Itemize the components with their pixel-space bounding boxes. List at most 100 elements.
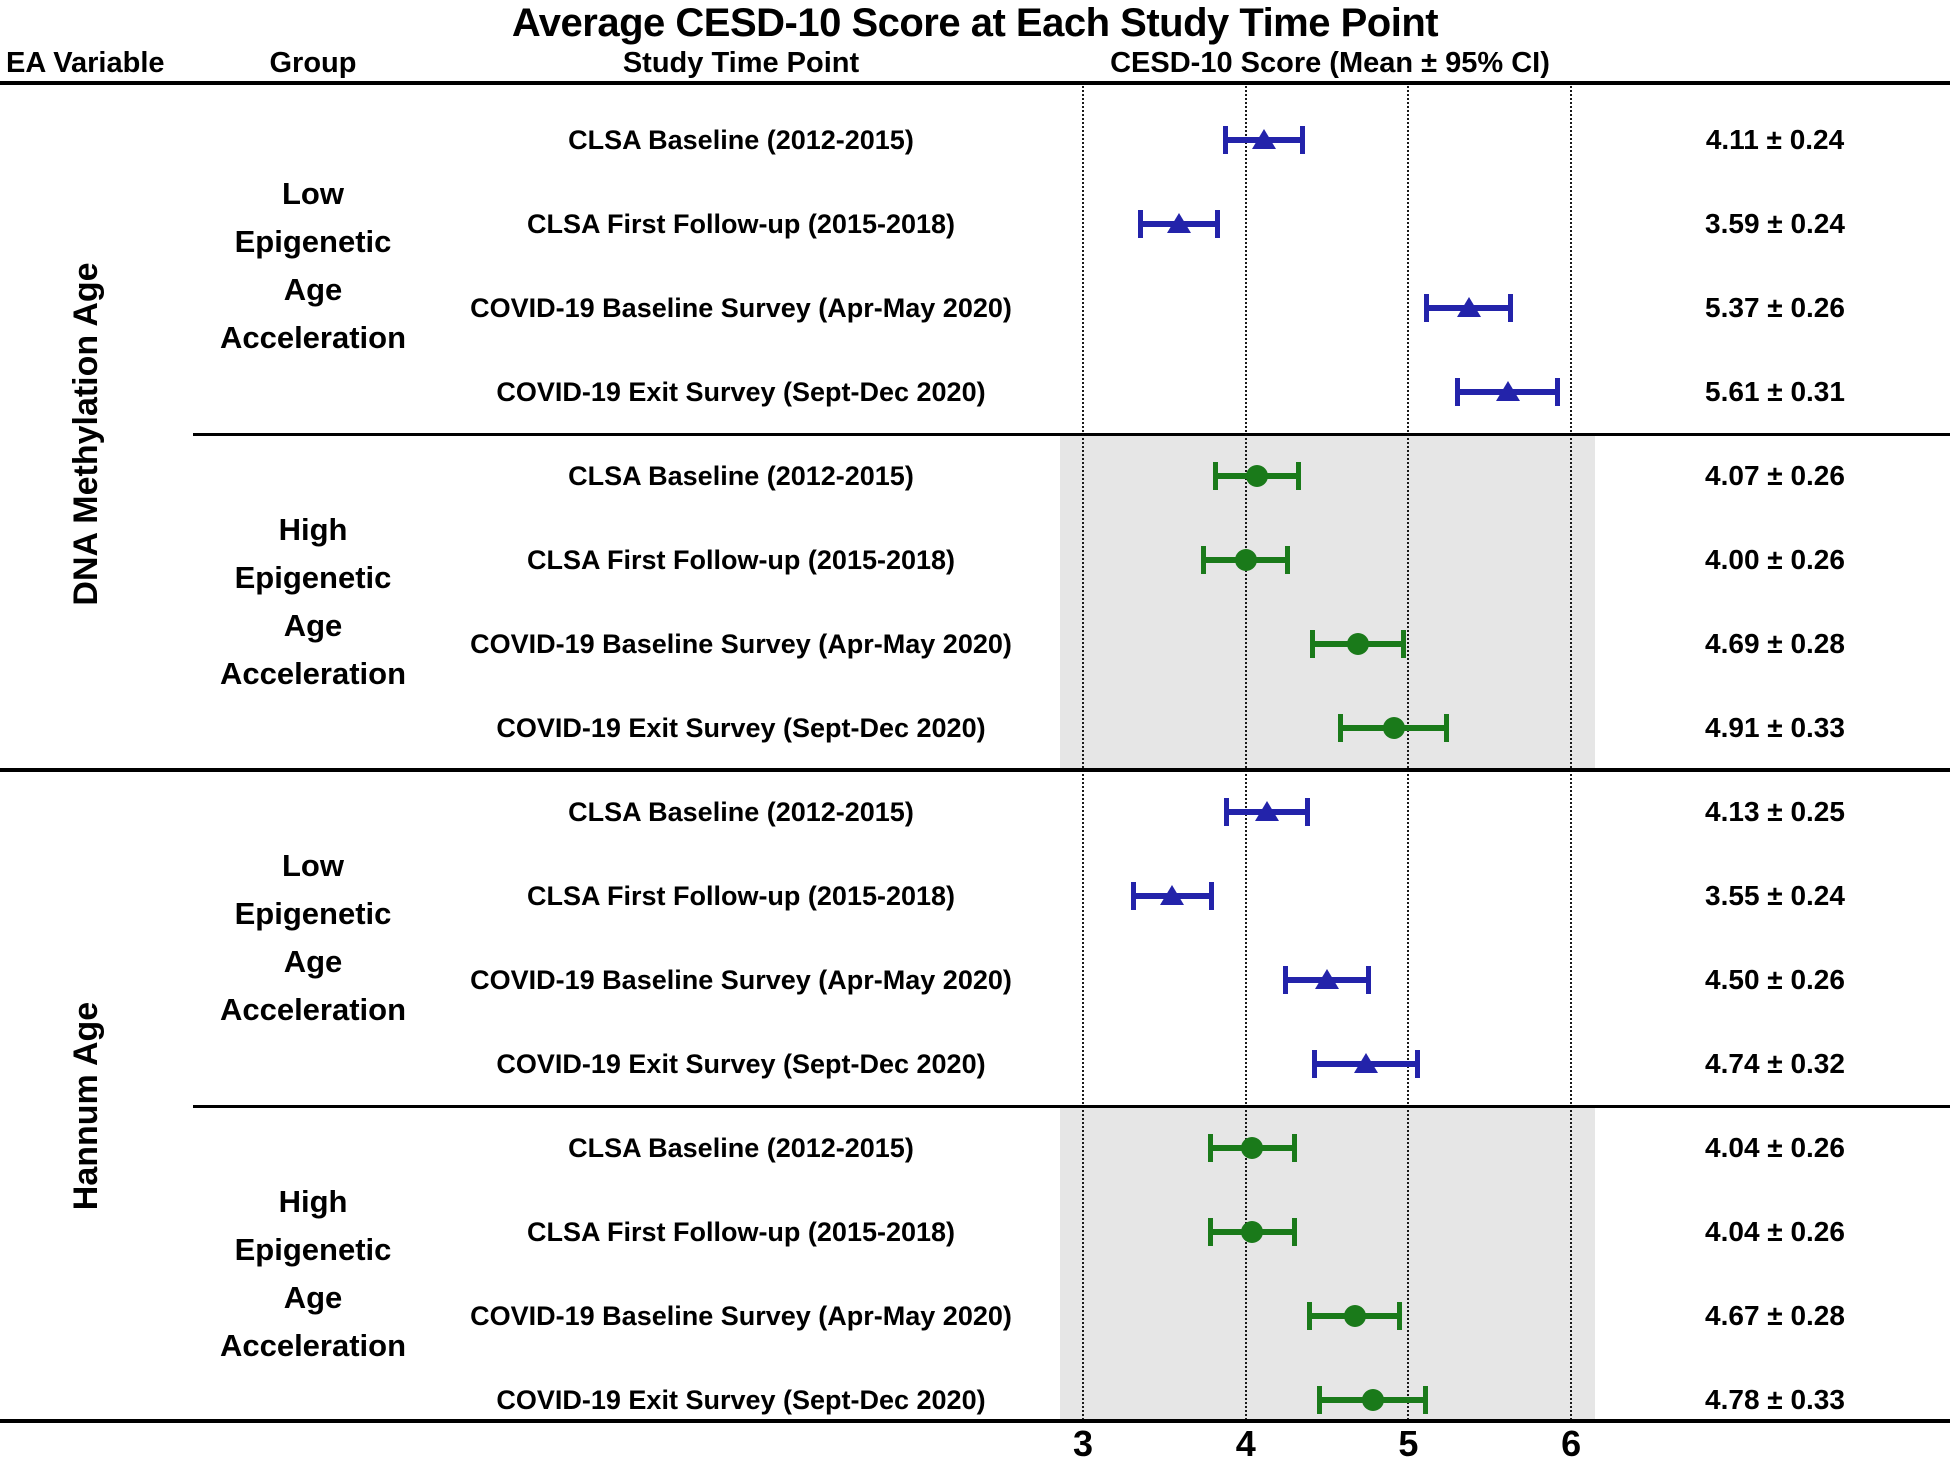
time-point-label: COVID-19 Exit Survey (Sept-Dec 2020): [496, 1385, 986, 1415]
time-point-label: CLSA Baseline (2012-2015): [568, 461, 914, 491]
ci-cap-right: [1366, 966, 1372, 994]
group-label-line: Age: [283, 1280, 343, 1315]
time-point-label: CLSA First Follow-up (2015-2018): [526, 1217, 956, 1247]
group-label-line: Acceleration: [219, 992, 407, 1027]
ci-cap-right: [1215, 210, 1221, 238]
figure-title: Average CESD-10 Score at Each Study Time…: [511, 1, 1439, 45]
time-point-label: CLSA Baseline (2012-2015): [568, 1133, 914, 1163]
group-label-line: Acceleration: [219, 1328, 407, 1363]
ci-cap-right: [1208, 882, 1214, 910]
mean-marker-triangle: [1456, 297, 1481, 317]
ci-cap-left: [1131, 882, 1137, 910]
mean-ci-value-label: 4.04 ± 0.26: [1705, 1132, 1845, 1163]
mean-marker-triangle: [1166, 213, 1191, 233]
mean-marker-circle: [1382, 717, 1405, 739]
mean-ci-value-label: 4.78 ± 0.33: [1705, 1384, 1845, 1415]
time-point-label: COVID-19 Baseline Survey (Apr-May 2020): [470, 629, 1012, 659]
mean-marker-circle: [1361, 1389, 1384, 1411]
ci-cap-left: [1312, 1050, 1318, 1078]
ci-cap-left: [1310, 630, 1316, 658]
group-separator-line: [193, 432, 1950, 436]
gridline: [1570, 86, 1573, 1420]
ci-cap-right: [1507, 294, 1513, 322]
group-label-line: High: [278, 1184, 348, 1219]
group-separator-line: [193, 1104, 1950, 1108]
ci-cap-left: [1222, 126, 1228, 154]
mean-marker-triangle: [1315, 969, 1340, 989]
mean-ci-value-label: 4.13 ± 0.25: [1705, 796, 1845, 827]
mean-marker-circle: [1234, 549, 1257, 571]
section-divider-line: [0, 768, 1950, 772]
shaded-band: [1060, 434, 1595, 769]
group-label-line: Acceleration: [219, 320, 407, 355]
group-label-line: Epigenetic: [234, 896, 392, 931]
ea-variable-label: DNA Methylation Age: [67, 262, 105, 606]
ci-cap-right: [1291, 1218, 1297, 1246]
group-label-line: Low: [282, 176, 344, 211]
mean-ci-value-label: 4.67 ± 0.28: [1705, 1300, 1845, 1331]
ci-cap-left: [1455, 378, 1461, 406]
group-label-line: Epigenetic: [234, 224, 392, 259]
mean-marker-triangle: [1160, 885, 1185, 905]
x-axis-tick-label: 4: [1235, 1423, 1256, 1463]
time-point-label: COVID-19 Baseline Survey (Apr-May 2020): [470, 293, 1012, 323]
group-label-line: Epigenetic: [234, 560, 392, 595]
x-axis-tick-label: 5: [1398, 1423, 1419, 1463]
ci-cap-left: [1137, 210, 1143, 238]
group-label-line: Epigenetic: [234, 1232, 392, 1267]
mean-ci-value-label: 3.59 ± 0.24: [1705, 208, 1845, 239]
group-label-line: Acceleration: [219, 656, 407, 691]
mean-ci-value-label: 4.69 ± 0.28: [1705, 628, 1845, 659]
ci-cap-right: [1304, 798, 1310, 826]
ci-cap-left: [1212, 462, 1218, 490]
ci-cap-left: [1207, 1218, 1213, 1246]
column-header-study-time-point: Study Time Point: [622, 47, 860, 79]
mean-marker-circle: [1343, 1305, 1366, 1327]
group-label-line: Low: [282, 848, 344, 883]
ci-cap-right: [1444, 714, 1450, 742]
ci-cap-left: [1424, 294, 1430, 322]
ci-cap-left: [1224, 798, 1230, 826]
time-point-label: CLSA First Follow-up (2015-2018): [526, 209, 956, 239]
column-header-group: Group: [269, 47, 357, 79]
header-underline: [0, 81, 1950, 85]
mean-marker-circle: [1346, 633, 1369, 655]
gridline: [1407, 86, 1410, 1420]
time-point-label: COVID-19 Exit Survey (Sept-Dec 2020): [496, 377, 986, 407]
bottom-axis-line: [0, 1419, 1950, 1423]
time-point-label: COVID-19 Exit Survey (Sept-Dec 2020): [496, 713, 986, 743]
time-point-label: COVID-19 Baseline Survey (Apr-May 2020): [470, 1301, 1012, 1331]
ci-cap-right: [1296, 462, 1302, 490]
mean-marker-circle: [1241, 1221, 1264, 1243]
ci-cap-right: [1397, 1302, 1403, 1330]
gridline: [1082, 86, 1084, 1420]
mean-ci-value-label: 3.55 ± 0.24: [1705, 880, 1845, 911]
x-axis-tick-label: 3: [1072, 1423, 1094, 1463]
ci-cap-right: [1423, 1386, 1429, 1414]
mean-marker-triangle: [1251, 129, 1276, 149]
time-point-label: CLSA Baseline (2012-2015): [568, 797, 914, 827]
time-point-label: CLSA First Follow-up (2015-2018): [526, 545, 956, 575]
ci-cap-left: [1338, 714, 1344, 742]
mean-marker-circle: [1241, 1137, 1264, 1159]
mean-marker-triangle: [1354, 1053, 1379, 1073]
ci-cap-right: [1400, 630, 1406, 658]
group-label-line: Age: [283, 608, 343, 643]
ci-cap-left: [1201, 546, 1207, 574]
x-axis-tick-label: 6: [1561, 1423, 1582, 1463]
shaded-band: [1060, 1106, 1595, 1420]
ci-cap-left: [1207, 1134, 1213, 1162]
mean-ci-value-label: 4.50 ± 0.26: [1705, 964, 1845, 995]
mean-marker-triangle: [1495, 381, 1520, 401]
ci-cap-right: [1555, 378, 1561, 406]
ci-cap-right: [1299, 126, 1305, 154]
ci-cap-right: [1291, 1134, 1297, 1162]
ci-cap-right: [1415, 1050, 1421, 1078]
ea-variable-label: Hannum Age: [67, 1001, 105, 1211]
mean-marker-circle: [1246, 465, 1269, 487]
time-point-label: CLSA First Follow-up (2015-2018): [526, 881, 956, 911]
ci-cap-left: [1316, 1386, 1322, 1414]
mean-marker-triangle: [1254, 801, 1279, 821]
time-point-label: COVID-19 Baseline Survey (Apr-May 2020): [470, 965, 1012, 995]
column-header-ea-variable: EA Variable: [6, 47, 165, 79]
